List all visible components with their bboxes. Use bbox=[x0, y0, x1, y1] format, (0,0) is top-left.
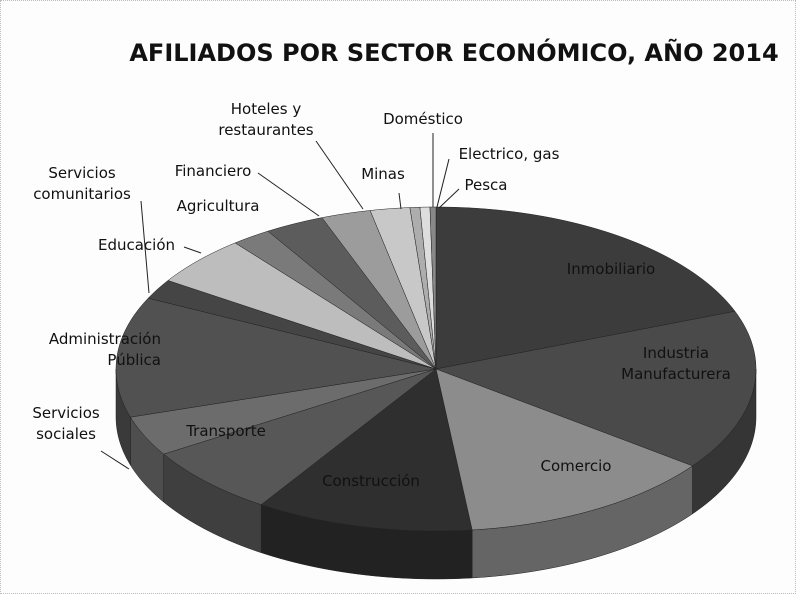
slice-label: Doméstico bbox=[383, 110, 463, 128]
slice-label: Minas bbox=[361, 165, 405, 183]
slice-label: Administración Pública bbox=[48, 330, 161, 369]
leader-line bbox=[436, 158, 450, 208]
slice bbox=[321, 210, 437, 370]
slice bbox=[429, 206, 437, 370]
slice-label: Hoteles y restaurantes bbox=[218, 100, 314, 139]
slice bbox=[115, 297, 437, 418]
slice bbox=[234, 230, 437, 370]
slice-label: Agricultura bbox=[176, 197, 260, 215]
slice bbox=[130, 368, 437, 455]
leader-line bbox=[398, 192, 402, 210]
slice-label: Transporte bbox=[186, 422, 266, 440]
slice-label: Financiero bbox=[174, 162, 252, 180]
slice bbox=[369, 207, 437, 370]
slice-label: Electrico, gas bbox=[458, 145, 560, 163]
leader-line bbox=[100, 450, 130, 470]
slice-label: Educación bbox=[97, 236, 176, 254]
slice bbox=[260, 368, 473, 532]
leader-line bbox=[438, 188, 460, 209]
slice-label: Construcción bbox=[322, 472, 420, 490]
slice bbox=[167, 242, 437, 370]
slice-label: Industria Manufacturera bbox=[621, 344, 731, 383]
leader-line bbox=[140, 200, 150, 294]
slice bbox=[163, 368, 437, 505]
slice bbox=[435, 368, 694, 531]
slice-label: Inmobiliario bbox=[566, 260, 656, 278]
slice bbox=[435, 310, 757, 467]
chart-title: AFILIADOS POR SECTOR ECONÓMICO, AÑO 2014 bbox=[129, 39, 779, 67]
leader-line bbox=[257, 172, 320, 217]
slice-label: Comercio bbox=[540, 457, 612, 475]
slice bbox=[267, 217, 437, 370]
slice-label: Servicios sociales bbox=[32, 404, 100, 443]
slice bbox=[435, 206, 736, 370]
slice bbox=[147, 280, 437, 370]
leader-line bbox=[183, 246, 202, 254]
leader-line bbox=[315, 140, 364, 210]
slice-label: Servicios comunitarios bbox=[33, 164, 131, 203]
slice-label: Pesca bbox=[464, 176, 508, 194]
